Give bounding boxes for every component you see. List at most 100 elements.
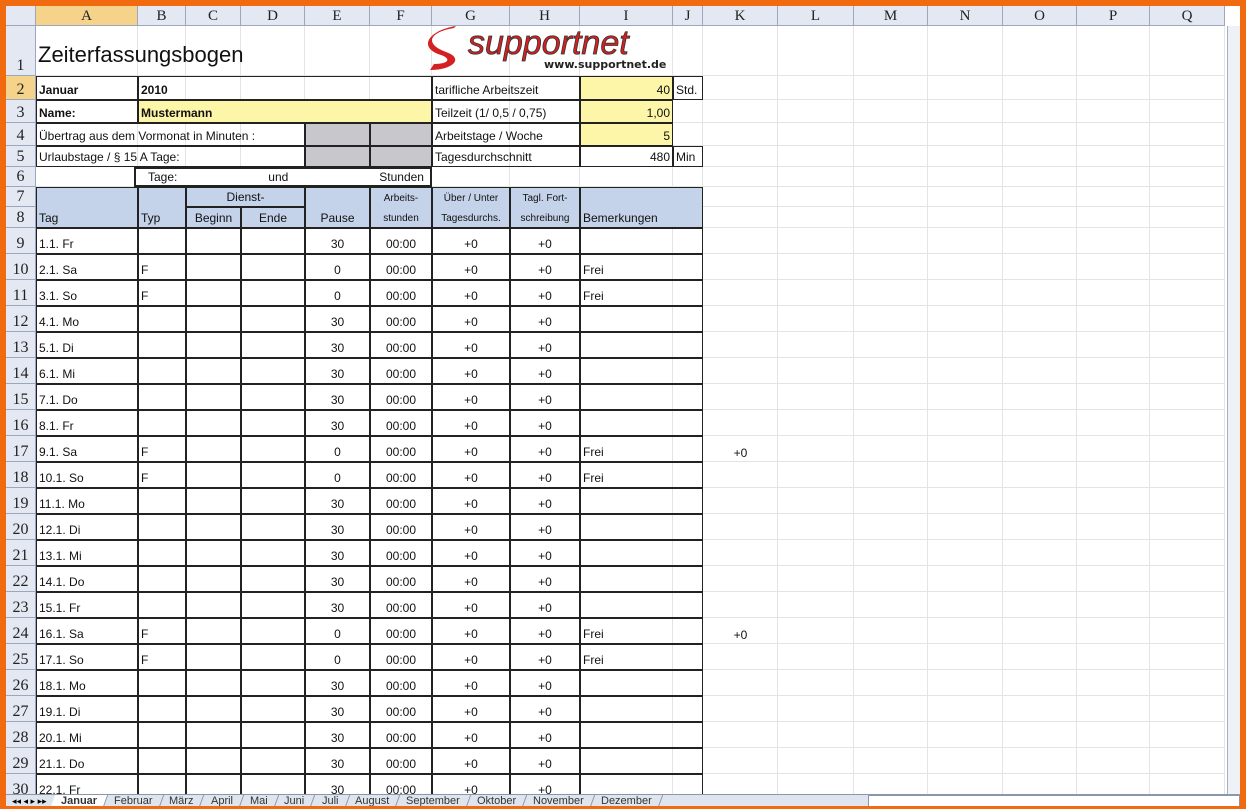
row-header-22[interactable]: 22 <box>6 566 36 592</box>
cell-beginn[interactable] <box>186 462 241 488</box>
cell[interactable] <box>854 514 928 540</box>
cell[interactable] <box>510 26 580 76</box>
cell[interactable] <box>928 123 1003 146</box>
cell-ueber-unter[interactable]: +0 <box>432 670 510 696</box>
cell-bemerkungen[interactable] <box>580 306 703 332</box>
cell[interactable] <box>1077 670 1150 696</box>
cell[interactable] <box>1077 167 1150 187</box>
cell[interactable] <box>778 167 854 187</box>
cell[interactable] <box>778 76 854 100</box>
column-header-I[interactable]: I <box>580 6 673 26</box>
cell-typ[interactable] <box>138 228 186 254</box>
cell[interactable] <box>1150 146 1225 167</box>
cell[interactable] <box>928 696 1003 722</box>
cell-fortschreibung[interactable]: +0 <box>510 462 580 488</box>
input-teilzeit-value[interactable]: 1,00 <box>580 100 673 123</box>
horizontal-scrollbar[interactable] <box>868 795 1240 806</box>
cell-pause[interactable]: 30 <box>305 306 370 332</box>
cell[interactable] <box>1150 358 1225 384</box>
cell-pause[interactable]: 30 <box>305 410 370 436</box>
cell[interactable] <box>186 26 241 76</box>
column-header-P[interactable]: P <box>1077 6 1150 26</box>
cell[interactable] <box>1003 306 1077 332</box>
cell[interactable] <box>928 670 1003 696</box>
cell-bemerkungen[interactable] <box>580 566 703 592</box>
cell[interactable] <box>36 26 138 76</box>
row-header-13[interactable]: 13 <box>6 332 36 358</box>
cell[interactable] <box>1077 644 1150 670</box>
cell[interactable] <box>703 488 778 514</box>
cell-fortschreibung[interactable]: +0 <box>510 748 580 774</box>
cell[interactable] <box>854 146 928 167</box>
cell[interactable] <box>778 462 854 488</box>
cell[interactable] <box>854 592 928 618</box>
cell-typ[interactable] <box>138 566 186 592</box>
cell-fortschreibung[interactable]: +0 <box>510 566 580 592</box>
tab-nav-arrows-icon[interactable]: ◂◂ ◂ ▸ ▸▸ <box>12 795 47 806</box>
cell[interactable] <box>703 207 778 228</box>
cell-ende[interactable] <box>241 280 305 306</box>
cell[interactable] <box>928 167 1003 187</box>
cell[interactable] <box>928 540 1003 566</box>
cell-fortschreibung[interactable]: +0 <box>510 280 580 306</box>
cell-beginn[interactable] <box>186 722 241 748</box>
cell[interactable] <box>432 167 510 187</box>
cell[interactable] <box>1003 207 1077 228</box>
cell[interactable] <box>703 462 778 488</box>
cell[interactable] <box>1003 514 1077 540</box>
cell[interactable] <box>1077 696 1150 722</box>
cell[interactable] <box>854 462 928 488</box>
column-header-A[interactable]: A <box>36 6 138 26</box>
cell-typ[interactable]: F <box>138 280 186 306</box>
cell-bemerkungen[interactable] <box>580 540 703 566</box>
column-header-N[interactable]: N <box>928 6 1003 26</box>
cell-tag[interactable]: 5.1. Di <box>36 332 138 358</box>
cell-ende[interactable] <box>241 748 305 774</box>
cell-ende[interactable] <box>241 436 305 462</box>
cell-beginn[interactable] <box>186 644 241 670</box>
cell-beginn[interactable] <box>186 384 241 410</box>
cell-ende[interactable] <box>241 358 305 384</box>
cell-tag[interactable]: 21.1. Do <box>36 748 138 774</box>
cell[interactable] <box>928 26 1003 76</box>
sheet-tab-juli[interactable]: Juli <box>311 795 350 806</box>
cell-beginn[interactable] <box>186 592 241 618</box>
sheet-tab-november[interactable]: November <box>523 795 596 806</box>
cell-ende[interactable] <box>241 644 305 670</box>
cell[interactable] <box>1150 410 1225 436</box>
cell[interactable] <box>241 26 305 76</box>
cell[interactable] <box>928 748 1003 774</box>
row-header-19[interactable]: 19 <box>6 488 36 514</box>
sheet-tab-januar[interactable]: Januar <box>50 795 108 806</box>
cell[interactable] <box>1077 358 1150 384</box>
cell[interactable] <box>510 167 580 187</box>
cell-fortschreibung[interactable]: +0 <box>510 670 580 696</box>
cell-pause[interactable]: 0 <box>305 462 370 488</box>
row-header-21[interactable]: 21 <box>6 540 36 566</box>
cell-bemerkungen[interactable] <box>580 514 703 540</box>
cell[interactable] <box>778 488 854 514</box>
month-cell[interactable]: Januar <box>36 76 138 100</box>
cell[interactable] <box>1150 488 1225 514</box>
cell[interactable] <box>1003 254 1077 280</box>
cell-typ[interactable] <box>138 696 186 722</box>
cell-fortschreibung[interactable]: +0 <box>510 722 580 748</box>
cell-bemerkungen[interactable]: Frei <box>580 618 703 644</box>
cell[interactable] <box>928 76 1003 100</box>
cell[interactable] <box>580 167 673 187</box>
cell[interactable] <box>854 167 928 187</box>
cell[interactable] <box>1077 540 1150 566</box>
cell-bemerkungen[interactable] <box>580 488 703 514</box>
cell[interactable] <box>854 76 928 100</box>
cell-fortschreibung[interactable]: +0 <box>510 358 580 384</box>
cell-arbeitsstunden[interactable]: 00:00 <box>370 280 432 306</box>
cell[interactable] <box>1150 167 1225 187</box>
cell[interactable] <box>1003 488 1077 514</box>
cell-typ[interactable]: F <box>138 436 186 462</box>
row-header-29[interactable]: 29 <box>6 748 36 774</box>
cell-bemerkungen[interactable]: Frei <box>580 254 703 280</box>
cell-pause[interactable]: 0 <box>305 436 370 462</box>
cell-ende[interactable] <box>241 618 305 644</box>
cell[interactable] <box>928 254 1003 280</box>
cell-bemerkungen[interactable] <box>580 670 703 696</box>
